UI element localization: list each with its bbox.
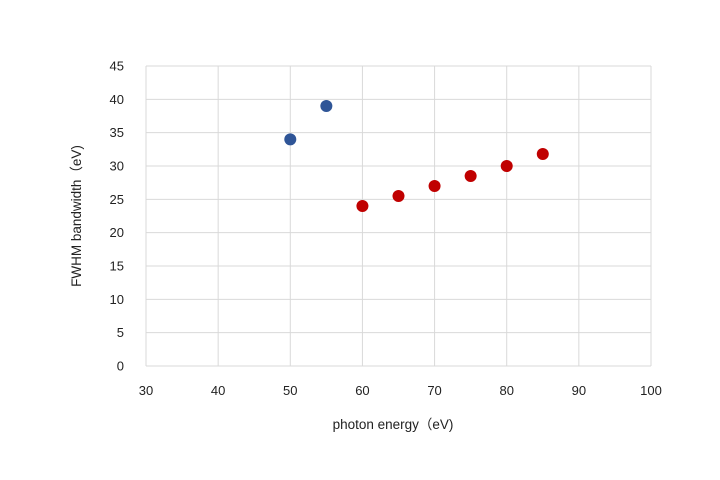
x-tick-label: 80 xyxy=(499,383,513,398)
x-tick-label: 60 xyxy=(355,383,369,398)
x-tick-label: 100 xyxy=(640,383,662,398)
y-tick-label: 25 xyxy=(110,192,124,207)
y-tick-label: 35 xyxy=(110,125,124,140)
y-tick-label: 5 xyxy=(117,325,124,340)
data-point xyxy=(464,170,477,182)
data-point xyxy=(392,190,405,202)
data-point xyxy=(320,100,333,112)
data-point xyxy=(536,148,549,160)
data-point xyxy=(428,180,441,192)
y-tick-label: 15 xyxy=(110,259,124,274)
y-tick-label: 45 xyxy=(110,59,124,74)
data-point xyxy=(500,160,513,172)
y-axis-label: FWHM bandwidth（eV) xyxy=(69,145,84,287)
grid xyxy=(145,65,652,367)
data-point xyxy=(284,133,297,146)
data-point xyxy=(356,200,369,212)
data-points xyxy=(284,100,549,212)
y-tick-label: 20 xyxy=(110,225,124,240)
y-tick-label: 0 xyxy=(117,359,124,374)
tick-labels: 0 5 10 15 20 25 30 35 40 45 30 40 50 60 70 80 90 100 xyxy=(110,59,662,399)
x-axis-label: photon energy（eV) xyxy=(333,417,454,432)
y-tick-label: 30 xyxy=(110,159,124,174)
y-tick-label: 10 xyxy=(110,292,124,307)
y-tick-label: 40 xyxy=(110,92,124,107)
x-tick-label: 50 xyxy=(283,383,297,398)
x-tick-label: 70 xyxy=(427,383,441,398)
x-tick-label: 40 xyxy=(211,383,225,398)
x-tick-label: 30 xyxy=(139,383,153,398)
x-tick-label: 90 xyxy=(572,383,586,398)
